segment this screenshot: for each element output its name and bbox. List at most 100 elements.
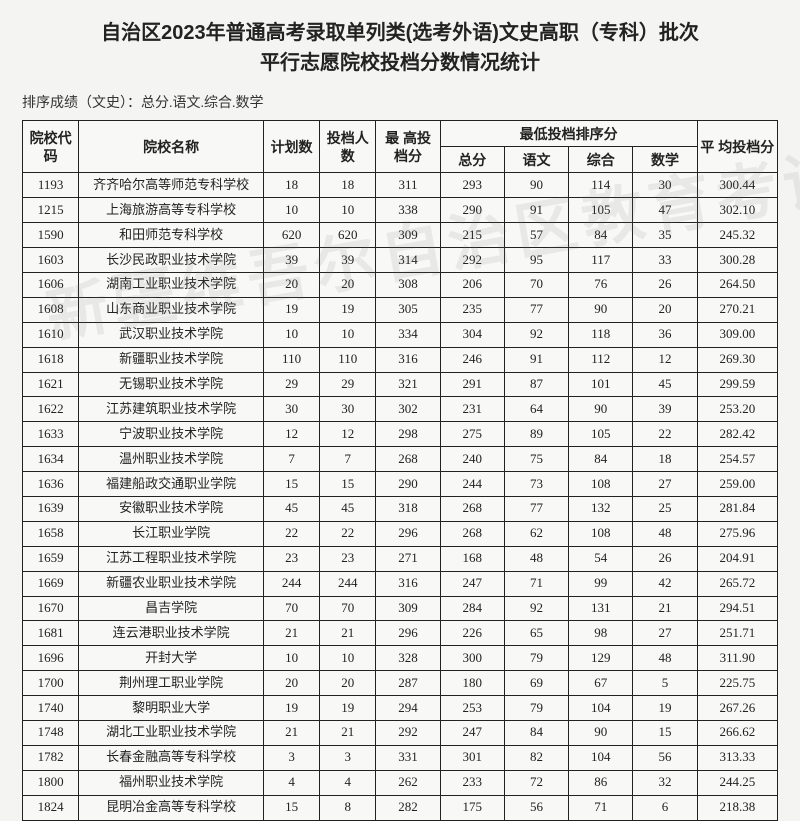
cell-avg: 309.00 <box>697 322 777 347</box>
cell-plan: 15 <box>263 472 319 497</box>
cell-name: 齐齐哈尔高等师范专科学校 <box>79 173 264 198</box>
table-row: 1669新疆农业职业技术学院244244316247719942265.72 <box>23 571 778 596</box>
cell-c: 79 <box>504 646 568 671</box>
table-row: 1670昌吉学院70703092849213121294.51 <box>23 596 778 621</box>
cell-name: 江苏工程职业技术学院 <box>79 546 264 571</box>
header-code: 院校代码 <box>23 121 79 173</box>
cell-code: 1618 <box>23 347 79 372</box>
cell-adm: 20 <box>320 272 376 297</box>
cell-code: 1700 <box>23 671 79 696</box>
cell-t: 226 <box>440 621 504 646</box>
cell-plan: 19 <box>263 297 319 322</box>
cell-c: 77 <box>504 496 568 521</box>
score-table: 院校代码 院校名称 计划数 投档人数 最 高投档分 最低投档排序分 平 均投档分… <box>22 120 778 821</box>
table-row: 1618新疆职业技术学院1101103162469111212269.30 <box>23 347 778 372</box>
cell-name: 黎明职业大学 <box>79 696 264 721</box>
table-row: 1700荆州理工职业学院202028718069675225.75 <box>23 671 778 696</box>
cell-plan: 7 <box>263 447 319 472</box>
cell-adm: 21 <box>320 621 376 646</box>
title-line-1: 自治区2023年普通高考录取单列类(选考外语)文史高职（专科）批次 <box>101 22 699 44</box>
cell-adm: 22 <box>320 521 376 546</box>
cell-avg: 300.44 <box>697 173 777 198</box>
cell-c: 79 <box>504 696 568 721</box>
cell-plan: 18 <box>263 173 319 198</box>
cell-max: 305 <box>376 297 440 322</box>
cell-c: 69 <box>504 671 568 696</box>
table-row: 1193齐齐哈尔高等师范专科学校18183112939011430300.44 <box>23 173 778 198</box>
cell-name: 新疆农业职业技术学院 <box>79 571 264 596</box>
cell-c: 57 <box>504 223 568 248</box>
cell-c: 48 <box>504 546 568 571</box>
cell-name: 宁波职业技术学院 <box>79 422 264 447</box>
cell-m: 47 <box>633 198 697 223</box>
cell-m: 5 <box>633 671 697 696</box>
cell-avg: 259.00 <box>697 472 777 497</box>
cell-c: 56 <box>504 795 568 820</box>
cell-c: 87 <box>504 372 568 397</box>
cell-t: 290 <box>440 198 504 223</box>
cell-code: 1681 <box>23 621 79 646</box>
cell-max: 294 <box>376 696 440 721</box>
cell-t: 233 <box>440 770 504 795</box>
cell-avg: 204.91 <box>697 546 777 571</box>
cell-m: 25 <box>633 496 697 521</box>
cell-code: 1824 <box>23 795 79 820</box>
cell-avg: 218.38 <box>697 795 777 820</box>
cell-c: 65 <box>504 621 568 646</box>
cell-code: 1670 <box>23 596 79 621</box>
cell-z: 112 <box>569 347 633 372</box>
cell-t: 231 <box>440 397 504 422</box>
cell-code: 1800 <box>23 770 79 795</box>
cell-name: 昌吉学院 <box>79 596 264 621</box>
cell-max: 262 <box>376 770 440 795</box>
cell-name: 荆州理工职业学院 <box>79 671 264 696</box>
cell-z: 90 <box>569 720 633 745</box>
cell-name: 安徽职业技术学院 <box>79 496 264 521</box>
cell-adm: 7 <box>320 447 376 472</box>
cell-plan: 10 <box>263 646 319 671</box>
cell-z: 67 <box>569 671 633 696</box>
cell-z: 105 <box>569 198 633 223</box>
cell-name: 长春金融高等专科学校 <box>79 745 264 770</box>
table-row: 1824昆明冶金高等专科学校15828217556716218.38 <box>23 795 778 820</box>
cell-m: 27 <box>633 472 697 497</box>
cell-avg: 311.90 <box>697 646 777 671</box>
cell-z: 118 <box>569 322 633 347</box>
cell-max: 296 <box>376 521 440 546</box>
cell-max: 287 <box>376 671 440 696</box>
cell-code: 1659 <box>23 546 79 571</box>
cell-avg: 282.42 <box>697 422 777 447</box>
cell-m: 12 <box>633 347 697 372</box>
cell-name: 上海旅游高等专科学校 <box>79 198 264 223</box>
table-row: 1659江苏工程职业技术学院2323271168485426204.91 <box>23 546 778 571</box>
cell-avg: 270.21 <box>697 297 777 322</box>
cell-t: 206 <box>440 272 504 297</box>
cell-max: 328 <box>376 646 440 671</box>
cell-name: 山东商业职业技术学院 <box>79 297 264 322</box>
cell-plan: 30 <box>263 397 319 422</box>
cell-plan: 45 <box>263 496 319 521</box>
cell-name: 湖北工业职业技术学院 <box>79 720 264 745</box>
cell-c: 95 <box>504 248 568 273</box>
table-row: 1633宁波职业技术学院12122982758910522282.42 <box>23 422 778 447</box>
cell-avg: 299.59 <box>697 372 777 397</box>
cell-adm: 10 <box>320 198 376 223</box>
cell-plan: 20 <box>263 272 319 297</box>
cell-plan: 39 <box>263 248 319 273</box>
cell-m: 22 <box>633 422 697 447</box>
cell-adm: 23 <box>320 546 376 571</box>
cell-max: 290 <box>376 472 440 497</box>
cell-code: 1215 <box>23 198 79 223</box>
cell-c: 73 <box>504 472 568 497</box>
cell-max: 282 <box>376 795 440 820</box>
cell-z: 131 <box>569 596 633 621</box>
cell-name: 温州职业技术学院 <box>79 447 264 472</box>
cell-avg: 294.51 <box>697 596 777 621</box>
header-avg: 平 均投档分 <box>697 121 777 173</box>
cell-max: 302 <box>376 397 440 422</box>
cell-c: 70 <box>504 272 568 297</box>
cell-c: 92 <box>504 596 568 621</box>
cell-plan: 10 <box>263 322 319 347</box>
cell-max: 314 <box>376 248 440 273</box>
cell-avg: 265.72 <box>697 571 777 596</box>
